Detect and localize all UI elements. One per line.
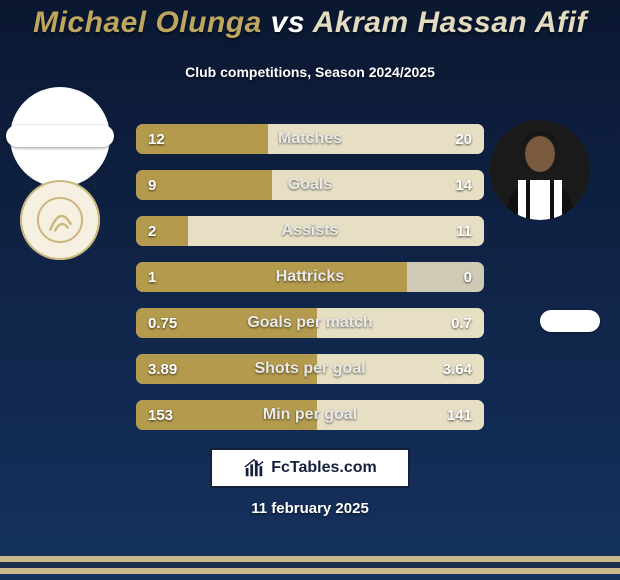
stat-row: Goals914	[136, 170, 484, 200]
stat-row: Hattricks10	[136, 262, 484, 292]
stat-bar-track	[136, 308, 484, 338]
player-left-name-pill	[6, 125, 114, 147]
date-text: 11 february 2025	[0, 500, 620, 517]
stat-bar-track	[136, 216, 484, 246]
stat-bar-left	[136, 170, 272, 200]
chart-icon	[243, 457, 265, 479]
stat-bar-right	[188, 216, 484, 246]
stat-bar-right	[272, 170, 484, 200]
decorative-belt	[0, 568, 620, 574]
comparison-infographic: Michael Olunga vs Akram Hassan Afif Club…	[0, 0, 620, 580]
title-left: Michael Olunga	[33, 6, 262, 39]
stat-bar-left	[136, 262, 407, 292]
stat-bar-track	[136, 354, 484, 384]
stat-bar-right	[317, 400, 484, 430]
club-crest-icon	[36, 196, 84, 244]
player-right-name-pill	[540, 310, 600, 332]
stat-row: Matches1220	[136, 124, 484, 154]
stat-row: Shots per goal3.893.64	[136, 354, 484, 384]
player-silhouette-icon	[490, 120, 590, 220]
stat-bar-left	[136, 124, 268, 154]
stat-bar-right	[317, 354, 484, 384]
player-left-club-badge	[20, 180, 100, 260]
branding-text: FcTables.com	[271, 459, 377, 477]
stat-bar-track	[136, 400, 484, 430]
stat-bar-left	[136, 308, 317, 338]
player-right-avatar	[490, 120, 590, 220]
stat-rows: Matches1220 Goals914 Assists211 Hattricks10…	[136, 124, 484, 446]
stat-bar-left	[136, 216, 188, 246]
page-title: Michael Olunga vs Akram Hassan Afif	[0, 6, 620, 40]
stat-bar-right	[317, 308, 484, 338]
stat-bar-track	[136, 124, 484, 154]
subtitle: Club competitions, Season 2024/2025	[0, 64, 620, 80]
branding-box: FcTables.com	[210, 448, 410, 488]
stat-bar-left	[136, 354, 317, 384]
stat-row: Min per goal153141	[136, 400, 484, 430]
stat-bar-left	[136, 400, 317, 430]
title-right: Akram Hassan Afif	[313, 6, 587, 39]
stat-row: Assists211	[136, 216, 484, 246]
title-vs: vs	[262, 6, 313, 39]
stat-bar-track	[136, 170, 484, 200]
stat-row: Goals per match0.750.7	[136, 308, 484, 338]
stat-bar-track	[136, 262, 484, 292]
stat-bar-right	[268, 124, 484, 154]
